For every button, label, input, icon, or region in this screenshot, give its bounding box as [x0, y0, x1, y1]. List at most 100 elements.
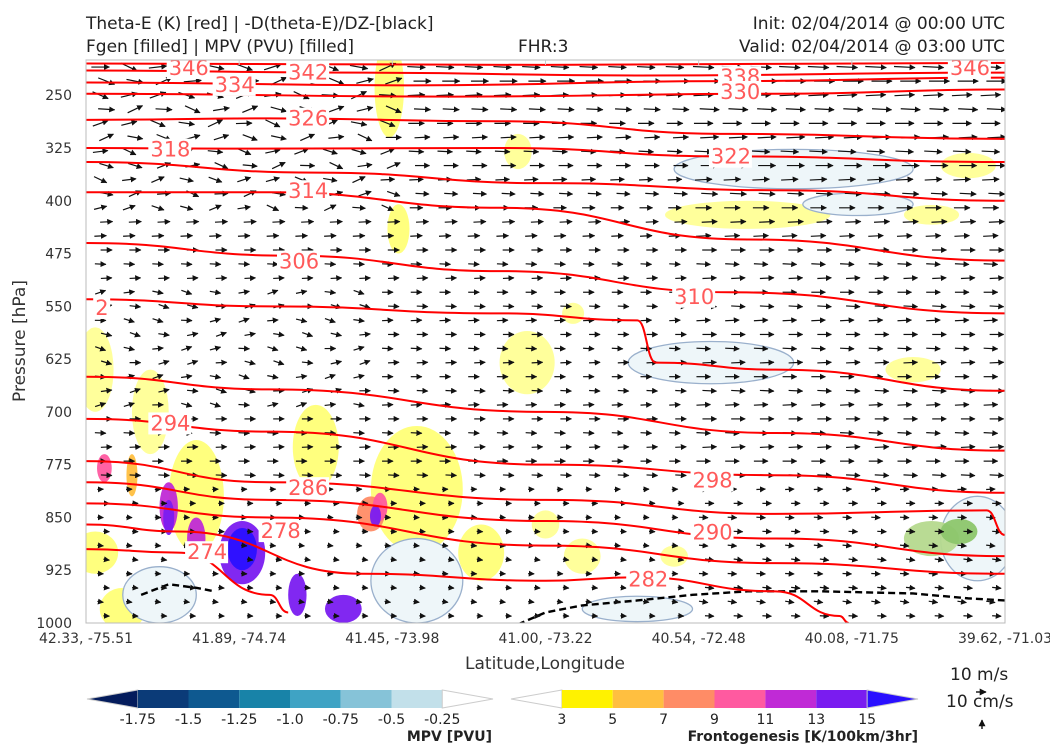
valid-time: Valid: 02/04/2014 @ 03:00 UTC — [739, 37, 1005, 57]
wind-vector — [122, 204, 136, 211]
wind-vector — [782, 317, 798, 324]
wind-vector — [263, 63, 282, 71]
mpv-fill — [122, 566, 197, 623]
wind-vector — [151, 176, 165, 184]
mpv-colorbar[interactable]: -1.75 -1.5 -1.25 -1.0 -0.75 -0.5 -0.25 — [86, 689, 494, 728]
wind-vector — [349, 64, 369, 71]
wind-vector — [154, 598, 162, 605]
wind-vector — [702, 275, 718, 282]
forecast-hour: FHR:3 — [518, 37, 569, 57]
wind-vector — [267, 373, 279, 380]
wind-vector — [243, 218, 257, 225]
wind-vector — [782, 232, 798, 239]
wind-vector — [700, 134, 720, 141]
theta-e-label: 318 — [150, 138, 190, 162]
wind-vector — [474, 444, 486, 451]
wind-vector — [381, 232, 395, 239]
wind-vector — [501, 190, 516, 197]
wind-vector — [589, 387, 601, 394]
wind-vector — [811, 401, 826, 408]
wind-vector — [692, 64, 715, 71]
wind-vector — [672, 106, 690, 113]
wind-vector — [696, 401, 712, 408]
wind-vector — [617, 359, 630, 366]
wind-vector — [473, 218, 487, 225]
wind-vector — [502, 303, 515, 310]
fgen-fill — [334, 0, 371, 46]
wind-vector — [215, 275, 228, 282]
wind-vector — [152, 373, 164, 380]
wind-vector — [267, 261, 279, 268]
wind-vector — [528, 106, 546, 113]
wind-vector — [209, 317, 222, 324]
wind-vector — [272, 218, 286, 225]
wind-vector — [359, 359, 371, 366]
wind-vector — [505, 584, 513, 591]
wind-vector — [846, 472, 861, 479]
y-axis: 250 325 400 475 550 625 700 775 850 925 1000 — [36, 88, 72, 632]
wind-vector — [785, 598, 795, 605]
wind-vector — [900, 106, 921, 113]
wind-vector — [583, 429, 595, 436]
wind-vector — [350, 120, 368, 127]
wind-vector — [123, 429, 136, 436]
wind-vector — [123, 317, 135, 324]
wind-vector — [816, 218, 833, 225]
wind-vector — [960, 303, 976, 310]
wind-vector — [926, 401, 941, 408]
wind-vector — [330, 444, 343, 451]
wind-vector — [932, 359, 947, 366]
wind-vector — [301, 359, 314, 366]
wind-vector — [129, 275, 142, 282]
wind-vector — [99, 133, 114, 142]
colorbar-segment — [714, 690, 766, 708]
wind-vector — [410, 429, 423, 436]
wind-vector — [244, 359, 256, 366]
wind-vector — [267, 401, 279, 408]
wind-vector — [924, 176, 943, 183]
wind-vector — [181, 345, 193, 352]
wind-vector — [439, 345, 452, 352]
wind-vector — [359, 331, 371, 338]
wind-vector — [758, 190, 776, 197]
frontogenesis-colorbar[interactable]: 3 5 7 9 11 13 15 — [510, 689, 919, 728]
wind-vector — [388, 472, 400, 479]
wind-vector — [960, 359, 976, 366]
wind-vector — [330, 359, 343, 366]
wind-vector — [960, 218, 977, 225]
wind-vector — [100, 472, 113, 479]
wind-vector — [302, 331, 314, 338]
wind-vector — [100, 359, 113, 366]
wind-vector — [926, 345, 941, 352]
wind-vector — [476, 556, 484, 563]
wind-vector — [616, 190, 631, 197]
wind-vector — [672, 134, 690, 141]
wind-vector — [617, 444, 630, 451]
wind-vector — [727, 598, 738, 605]
y-tick-label: 625 — [45, 352, 72, 368]
wind-vector — [121, 119, 138, 126]
fgen-core — [227, 527, 257, 571]
wind-vector — [151, 232, 165, 239]
wind-vector — [753, 232, 769, 239]
wind-vector — [103, 556, 110, 563]
wind-vector — [246, 584, 254, 591]
wind-vector — [244, 472, 257, 479]
wind-vector — [382, 261, 394, 268]
wind-vector — [614, 542, 621, 549]
theta-e-label: 322 — [711, 145, 751, 169]
wind-vector — [240, 542, 248, 549]
wind-vector — [94, 401, 107, 408]
title-line-1: Theta-E (K) [red] | -D(theta-E)/DZ-[blac… — [86, 14, 434, 34]
theta-e-label-bg — [258, 520, 302, 543]
wind-vector — [640, 261, 653, 268]
wind-vector — [178, 120, 196, 127]
wind-vector — [407, 64, 426, 71]
wind-vector — [611, 429, 624, 436]
colorbar-segment — [391, 690, 443, 708]
wind-vector — [788, 303, 804, 310]
theta-e-contour — [86, 191, 1005, 262]
wind-vector — [215, 359, 228, 366]
wind-vector — [439, 317, 452, 324]
wind-vector — [323, 204, 337, 212]
